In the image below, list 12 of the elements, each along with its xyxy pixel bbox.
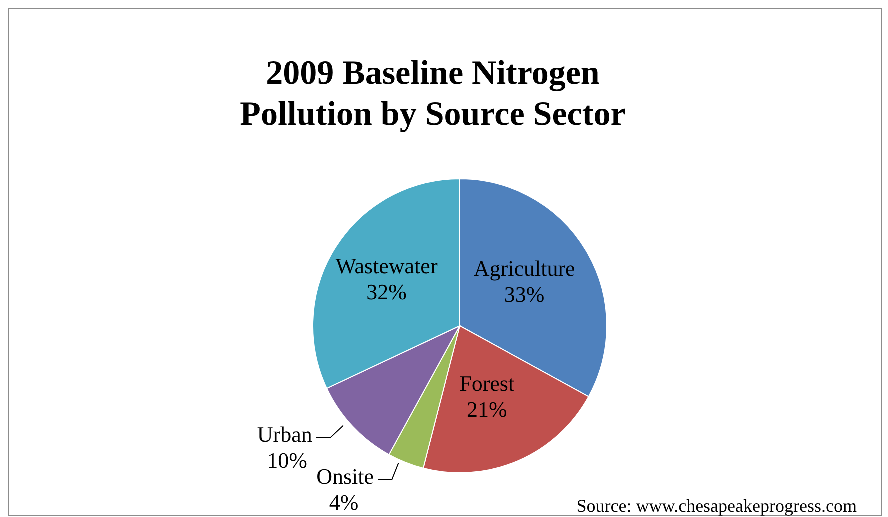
slice-label: Wastewater [336, 254, 438, 279]
chart-title: 2009 Baseline Nitrogen Pollution by Source Sector [239, 54, 627, 135]
slice-label: Urban [257, 422, 312, 448]
slice-label: Forest [460, 371, 515, 396]
slice-label: Agriculture [474, 256, 576, 281]
data-label: 10% [267, 448, 308, 474]
data-label: 33% [504, 282, 545, 307]
data-label: 21% [466, 397, 508, 422]
data-label: 32% [366, 280, 407, 305]
slice-label: Onsite [316, 464, 374, 489]
data-label: 4% [329, 490, 359, 515]
source-note: Source: www.chesapeakeprogress.com [576, 496, 857, 517]
